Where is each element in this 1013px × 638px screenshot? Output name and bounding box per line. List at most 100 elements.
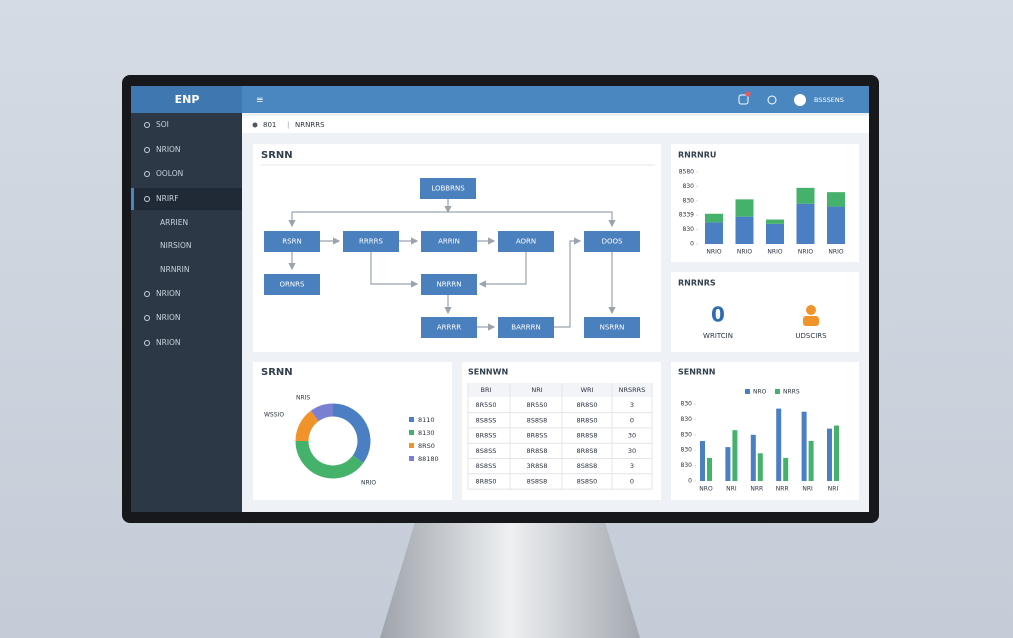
table-header: NRSRRS xyxy=(619,386,646,394)
breadcrumb-bar xyxy=(242,116,869,133)
menu-icon xyxy=(144,122,150,128)
table-cell: 8R8S8 xyxy=(526,447,547,455)
flow-node-label: LOBBRNS xyxy=(431,185,465,193)
active-item-bg xyxy=(131,188,242,210)
table-cell: 3 xyxy=(630,462,634,470)
table-cell: 8S8SS xyxy=(476,416,497,424)
flow-node-label: DOOS xyxy=(602,238,623,246)
bar xyxy=(776,408,782,481)
bar xyxy=(827,428,832,481)
table-cell: 8S8S0 xyxy=(577,478,598,486)
bar xyxy=(757,453,763,481)
callout-label: NRIO xyxy=(361,480,376,487)
y-tick-label: 830 xyxy=(681,431,693,438)
flow-node-label: ORNRS xyxy=(280,281,305,289)
bar-segment xyxy=(827,206,845,244)
x-tick-label: NRR xyxy=(750,486,763,493)
donut-panel xyxy=(253,362,452,500)
table-cell: 3 xyxy=(630,401,634,409)
active-marker xyxy=(131,188,134,210)
notification-button[interactable] xyxy=(738,94,749,105)
table-cell: 3R8S8 xyxy=(526,462,547,470)
y-tick-label: 830 xyxy=(683,226,695,233)
legend-swatch xyxy=(409,430,414,435)
table-header: BRI xyxy=(481,386,492,394)
legend-swatch xyxy=(745,389,750,394)
flow-node xyxy=(264,231,320,252)
breadcrumb-page[interactable]: NRNRRS xyxy=(295,121,325,129)
flow-node xyxy=(343,231,399,252)
menu-item[interactable]: NRION xyxy=(156,289,181,298)
panel-title: SENRNN xyxy=(678,368,715,377)
stand xyxy=(380,522,640,638)
menu-item[interactable]: NRION xyxy=(156,338,181,347)
flow-node xyxy=(264,274,320,295)
table-header: NRI xyxy=(531,386,542,394)
menu-item[interactable]: NRIRF xyxy=(156,194,179,203)
submenu-item[interactable]: ARRIEN xyxy=(160,218,188,227)
table-cell: 8R5S0 xyxy=(526,401,547,409)
bar xyxy=(707,457,712,481)
bar-segment xyxy=(705,213,723,223)
flow-node-label: AORN xyxy=(516,238,536,246)
table-cell: 8R8S8 xyxy=(576,432,597,440)
legend-label: 8110 xyxy=(418,416,435,424)
flow-node xyxy=(584,317,640,338)
y-tick-label: 0 xyxy=(690,241,694,248)
bar xyxy=(725,447,731,481)
menu-item[interactable]: NRION xyxy=(156,313,181,322)
legend-swatch xyxy=(409,456,414,461)
bar xyxy=(732,430,738,481)
table-cell: 8R8S0 xyxy=(576,401,597,409)
submenu-item[interactable]: NIRSION xyxy=(160,241,192,250)
table-cell: 8S8SS xyxy=(476,447,497,455)
avatar[interactable] xyxy=(794,94,806,106)
flow-node xyxy=(420,178,476,199)
y-tick-label: 8580 xyxy=(679,169,694,176)
menu-item[interactable]: SOI xyxy=(156,120,169,129)
table-cell: 8S8S8 xyxy=(577,462,598,470)
y-tick-label: 0 xyxy=(688,478,692,485)
table-cell: 8R8S0 xyxy=(475,478,496,486)
legend-label: NRRS xyxy=(783,389,800,396)
legend-label: 8130 xyxy=(418,429,435,437)
table-cell: 8R8S8 xyxy=(576,447,597,455)
bar xyxy=(700,440,705,481)
flow-node-label: BARRRN xyxy=(511,324,540,332)
submenu-item[interactable]: NRNRIN xyxy=(160,265,189,274)
menu-item[interactable]: NRION xyxy=(156,145,181,154)
donut-segment xyxy=(295,440,364,479)
x-tick-label: NRO xyxy=(699,486,713,493)
table-cell: 8R8S0 xyxy=(576,416,597,424)
refresh-button[interactable] xyxy=(767,95,777,105)
callout-label: NRIS xyxy=(296,395,310,402)
bar xyxy=(750,434,756,481)
bar-segment xyxy=(796,187,815,204)
bar xyxy=(801,411,807,481)
x-tick-label: NRIO xyxy=(798,249,813,256)
table-header-bg xyxy=(468,383,652,397)
home-icon xyxy=(252,122,258,128)
menu-button[interactable]: ≡ xyxy=(256,96,264,106)
legend-label: 88180 xyxy=(418,455,439,463)
menu-item[interactable]: OOLON xyxy=(156,169,183,178)
table-cell: 30 xyxy=(628,447,636,455)
flow-node-label: RSRN xyxy=(282,238,301,246)
breadcrumb-home[interactable]: 801 xyxy=(263,121,276,129)
bar-segment xyxy=(735,199,754,217)
x-tick-label: NRIO xyxy=(767,249,782,256)
flow-node xyxy=(421,274,477,295)
panel-title: SRNN xyxy=(261,367,293,378)
table-cell: 8S8S8 xyxy=(527,478,548,486)
flow-node xyxy=(498,231,554,252)
y-tick-label: 830 xyxy=(683,197,695,204)
menu-icon xyxy=(144,147,150,153)
flow-node-label: RRRRS xyxy=(359,238,383,246)
user-name[interactable]: BSSSENS xyxy=(814,96,844,104)
donut-segment xyxy=(295,410,319,442)
legend-label: 8RS0 xyxy=(418,442,435,450)
y-tick-label: 830 xyxy=(683,183,695,190)
bar xyxy=(808,440,814,481)
donut-segment xyxy=(310,403,334,422)
flow-node-label: ARRRR xyxy=(437,324,461,332)
